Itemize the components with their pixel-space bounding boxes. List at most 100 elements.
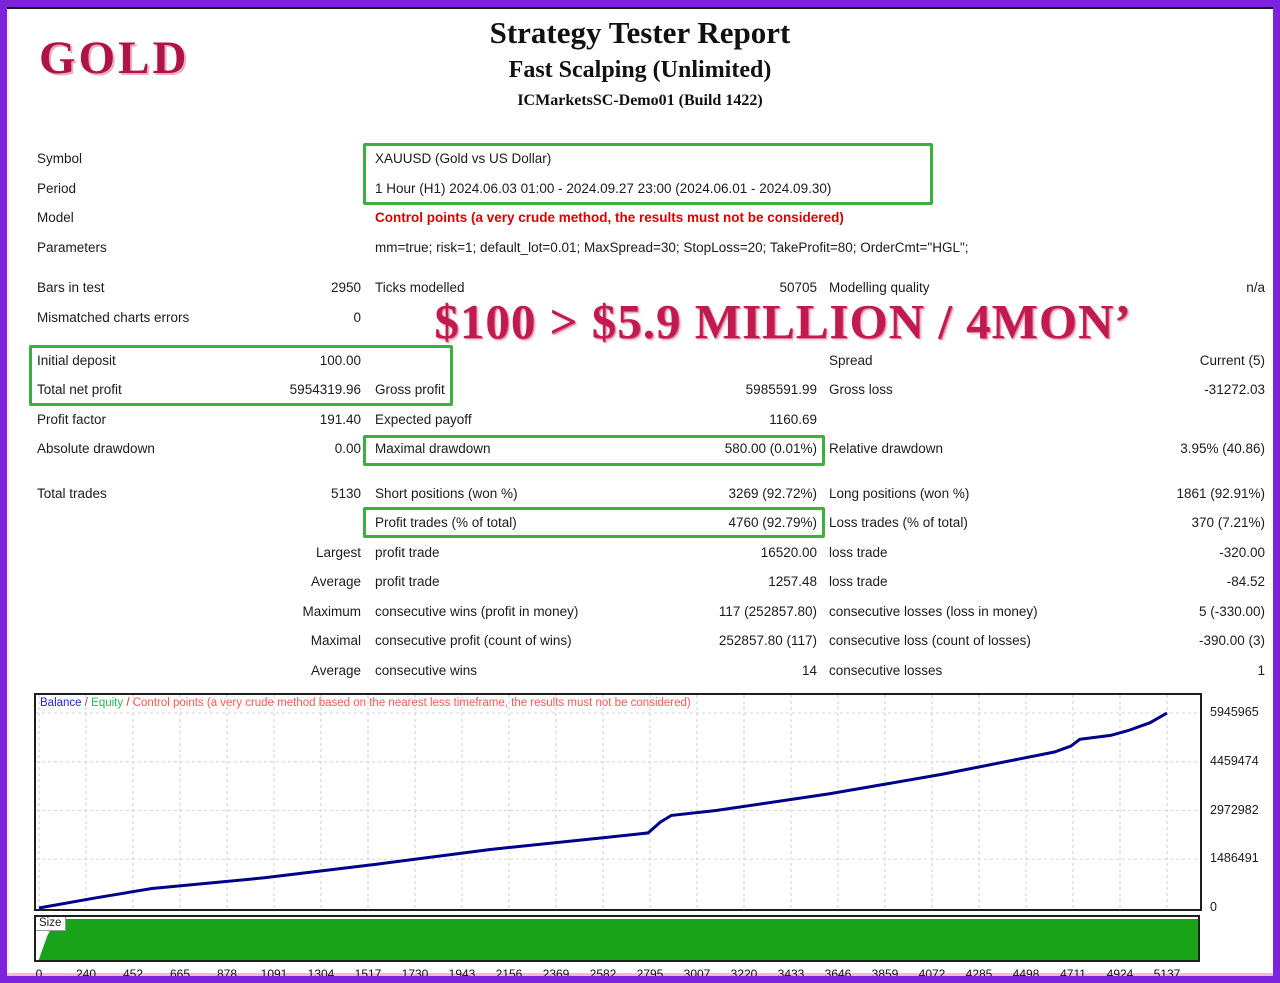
average-label: Average	[310, 574, 361, 589]
gross-loss-label: Gross loss	[829, 382, 893, 397]
x-axis-tick: 4285	[965, 967, 993, 981]
spread-value: Current (5)	[1199, 353, 1265, 368]
gross-profit-value: 5985591.99	[745, 382, 817, 397]
net-profit-row: Total net profit 5954319.96 Gross profit…	[7, 382, 1273, 402]
model-label: Model	[37, 210, 74, 225]
x-axis-tick: 2369	[542, 967, 570, 981]
net-profit-value: 5954319.96	[289, 382, 361, 397]
mismatched-value: 0	[353, 310, 361, 325]
maximal-win-value: 252857.80 (117)	[718, 633, 817, 648]
short-pos-value: 3269 (92.72%)	[728, 486, 817, 501]
period-value: 1 Hour (H1) 2024.06.03 01:00 - 2024.09.2…	[375, 181, 832, 196]
highlight-box-symbol-period	[363, 143, 933, 205]
net-profit-label: Total net profit	[37, 382, 122, 397]
gross-loss-value: -31272.03	[1204, 382, 1265, 397]
largest-label: Largest	[315, 545, 361, 560]
avg-consec-label: Average	[310, 663, 361, 678]
profit-watermark: $100 > $5.9 MILLION / 4MON’	[434, 294, 1132, 349]
legend-item: Balance	[40, 697, 82, 709]
rel-dd-value: 3.95% (40.86)	[1180, 441, 1265, 456]
server-build: ICMarketsSC-Demo01 (Build 1422)	[517, 92, 763, 109]
profit-factor-label: Profit factor	[37, 412, 107, 427]
ea-name: Fast Scalping (Unlimited)	[508, 57, 772, 83]
x-axis-tick: 665	[169, 967, 191, 981]
x-axis-tick: 1091	[260, 967, 288, 981]
legend-separator: /	[123, 697, 133, 709]
maximum-win-label: consecutive wins (profit in money)	[375, 604, 579, 619]
average-loss-value: -84.52	[1226, 574, 1265, 589]
symbol-row: Symbol XAUUSD (Gold vs US Dollar)	[7, 151, 1273, 171]
y-axis-tick: 1486491	[1210, 851, 1259, 866]
parameters-label: Parameters	[37, 240, 107, 255]
x-axis-tick: 2795	[636, 967, 664, 981]
maximal-label: Maximal	[310, 633, 361, 648]
x-axis-tick: 878	[216, 967, 238, 981]
maximum-loss-label: consecutive losses (loss in money)	[829, 604, 1038, 619]
maximum-row: Maximum consecutive wins (profit in mone…	[7, 604, 1273, 624]
loss-trades-label: Loss trades (% of total)	[829, 515, 968, 530]
symbol-label: Symbol	[37, 151, 83, 166]
largest-win-value: 16520.00	[760, 545, 817, 560]
y-axis-tick: 5945965	[1210, 705, 1259, 719]
largest-win-label: profit trade	[375, 545, 440, 560]
highlight-box-profit-trades	[363, 507, 825, 538]
chart-legend: Balance / Equity / Control points (a ver…	[40, 697, 691, 709]
x-axis-tick: 4072	[918, 967, 946, 981]
size-panel-label: Size	[36, 917, 67, 931]
bars-row: Bars in test 2950 Ticks modelled 50705 M…	[7, 280, 1273, 300]
x-axis-tick: 1517	[354, 967, 382, 981]
expected-payoff-label: Expected payoff	[375, 412, 472, 427]
gross-profit-label: Gross profit	[375, 382, 445, 397]
legend-item: Equity	[91, 697, 124, 709]
x-axis-tick: 1943	[448, 967, 476, 981]
total-trades-label: Total trades	[37, 486, 107, 501]
avg-consec-win-value: 14	[801, 663, 817, 678]
y-axis-tick: 0	[1210, 900, 1217, 914]
x-axis-tick: 0	[35, 967, 43, 981]
mismatched-row: Mismatched charts errors 0	[7, 310, 1273, 330]
maximal-loss-label: consecutive loss (count of losses)	[829, 633, 1031, 648]
x-axis-tick: 4711	[1060, 967, 1086, 981]
profit-trades-value: 4760 (92.79%)	[728, 515, 817, 530]
maximal-win-label: consecutive profit (count of wins)	[375, 633, 572, 648]
short-pos-label: Short positions (won %)	[375, 486, 518, 501]
parameters-value: mm=true; risk=1; default_lot=0.01; MaxSp…	[375, 240, 969, 255]
profit-factor-value: 191.40	[319, 412, 361, 427]
x-axis-tick: 452	[122, 967, 144, 981]
x-axis-tick: 1304	[307, 967, 335, 981]
parameters-row: Parameters mm=true; risk=1; default_lot=…	[7, 240, 1273, 260]
period-label: Period	[37, 181, 77, 196]
maximum-label: Maximum	[302, 604, 361, 619]
largest-row: Largest profit trade 16520.00 loss trade…	[7, 545, 1273, 565]
avg-consec-win-label: consecutive wins	[375, 663, 478, 678]
avg-consec-loss-label: consecutive losses	[829, 663, 943, 678]
symbol-value: XAUUSD (Gold vs US Dollar)	[375, 151, 552, 166]
gold-watermark: GOLD	[39, 32, 190, 84]
x-axis-tick: 1730	[401, 967, 429, 981]
quality-value: n/a	[1246, 280, 1265, 295]
max-dd-label: Maximal drawdown	[375, 441, 491, 456]
ticks-label: Ticks modelled	[375, 280, 465, 295]
maximum-win-value: 117 (252857.80)	[718, 604, 817, 619]
spread-label: Spread	[829, 353, 873, 368]
model-value: Control points (a very crude method, the…	[375, 210, 844, 225]
size-chart: Size	[34, 915, 1200, 962]
max-dd-value: 580.00 (0.01%)	[724, 441, 817, 456]
average-loss-label: loss trade	[829, 574, 888, 589]
deposit-row: Initial deposit 100.00 Spread Current (5…	[7, 353, 1273, 373]
long-pos-value: 1861 (92.91%)	[1176, 486, 1265, 501]
abs-dd-label: Absolute drawdown	[37, 441, 155, 456]
mismatched-label: Mismatched charts errors	[37, 310, 190, 325]
x-axis-tick: 3646	[824, 967, 852, 981]
quality-label: Modelling quality	[829, 280, 930, 295]
size-area-svg	[39, 919, 1198, 960]
long-pos-label: Long positions (won %)	[829, 486, 970, 501]
ticks-value: 50705	[779, 280, 817, 295]
average-row: Average profit trade 1257.48 loss trade …	[7, 574, 1273, 594]
largest-loss-label: loss trade	[829, 545, 888, 560]
loss-trades-value: 370 (7.21%)	[1191, 515, 1265, 530]
page-title: Strategy Tester Report	[489, 15, 791, 50]
rel-dd-label: Relative drawdown	[829, 441, 944, 456]
x-axis-tick: 3007	[683, 967, 711, 981]
